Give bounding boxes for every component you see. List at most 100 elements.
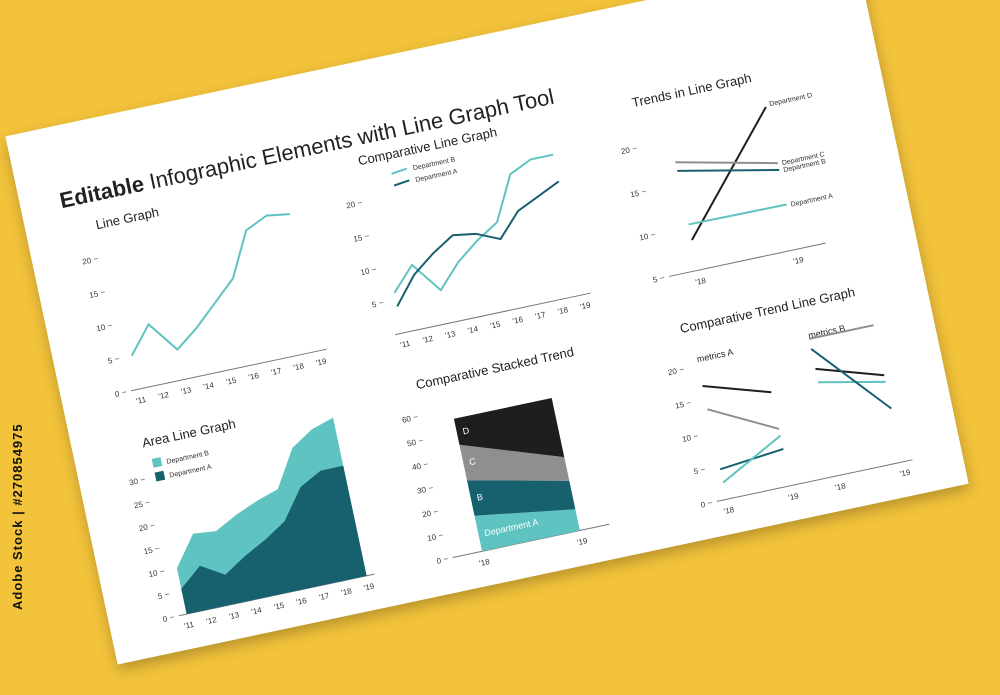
series-line	[393, 153, 554, 294]
y-tick-mark	[160, 570, 165, 573]
x-tick-label: '19	[315, 357, 328, 368]
y-tick-label: 20	[81, 256, 92, 267]
x-tick-label: '12	[422, 334, 435, 345]
x-tick-label: '19	[579, 300, 592, 311]
legend-swatch	[393, 179, 410, 187]
y-tick-label: 15	[353, 233, 364, 244]
x-tick-label: '19	[788, 491, 801, 502]
x-tick-label: '19	[363, 581, 376, 592]
line-graph-chart: Line Graph 0 5 10 15 20 '11 '12 '13 '14 '15 '16 '17 '…	[81, 204, 328, 406]
x-tick-label: '15	[225, 376, 238, 387]
y-tick-mark	[660, 277, 665, 279]
infographic-sheet: Editable Infographic Elements with Line …	[5, 0, 969, 665]
x-tick-label: '11	[135, 395, 147, 406]
y-tick-label: 15	[629, 189, 640, 200]
x-tick-label: '13	[444, 329, 457, 340]
y-tick-mark	[443, 558, 448, 560]
y-tick-label: 20	[620, 145, 631, 156]
series-line	[818, 380, 886, 384]
stacked-band	[474, 509, 580, 552]
comparative-line-graph-chart: Comparative Line Graph5101520'11'12'13'1…	[345, 124, 592, 350]
legend-swatch	[154, 470, 166, 482]
y-tick-label: 10	[426, 532, 437, 543]
y-tick-label: 20	[138, 523, 149, 534]
y-tick-mark	[433, 510, 438, 513]
series-line	[130, 213, 290, 357]
x-tick-label: '19	[576, 536, 589, 547]
y-tick-mark	[413, 416, 418, 418]
x-axis-line	[668, 242, 826, 277]
series-line	[702, 384, 772, 394]
series-line	[722, 434, 782, 484]
x-tick-label: '19	[793, 255, 806, 266]
y-tick-mark	[372, 268, 377, 271]
band-label: B	[476, 492, 484, 503]
y-tick-label: 30	[128, 477, 139, 488]
legend-swatch	[391, 167, 408, 175]
y-tick-label: 60	[401, 414, 412, 425]
band-label: C	[468, 456, 477, 467]
trends-in-line-graph-chart: Trends in Line Graph 5 10 15 20 '18 '19 Departm…	[620, 70, 834, 287]
series-line	[707, 408, 780, 430]
x-tick-label: '15	[273, 601, 286, 612]
y-tick-label: 5	[693, 467, 700, 477]
x-tick-label: '16	[295, 596, 308, 607]
stacked-band	[453, 397, 565, 458]
y-tick-label: 20	[667, 366, 678, 377]
y-tick-label: 10	[639, 232, 650, 243]
stacked-band	[459, 444, 570, 481]
y-tick-label: 40	[411, 461, 422, 472]
series-line	[675, 161, 778, 165]
y-tick-label: 0	[114, 389, 121, 399]
series-end-label: Department D	[769, 92, 813, 108]
y-tick-label: 0	[436, 556, 443, 566]
x-tick-label: '14	[203, 380, 216, 391]
y-tick-mark	[686, 402, 691, 404]
y-tick-mark	[364, 235, 370, 237]
y-tick-mark	[693, 435, 698, 437]
y-tick-mark	[155, 547, 160, 550]
group-label: metrics A	[696, 347, 734, 364]
x-tick-label: '17	[270, 366, 283, 377]
y-tick-label: 10	[148, 568, 159, 579]
x-tick-label: '18	[340, 586, 353, 597]
y-tick-mark	[169, 616, 175, 619]
y-tick-mark	[632, 147, 637, 150]
chart-title: Trends in Line Graph	[631, 70, 753, 110]
y-tick-mark	[122, 391, 127, 394]
y-tick-mark	[438, 534, 443, 537]
x-tick-label: '14	[251, 605, 264, 616]
y-tick-mark	[140, 478, 145, 481]
x-tick-label: '18	[557, 305, 570, 316]
y-tick-label: 20	[421, 509, 432, 520]
y-tick-label: 50	[406, 438, 417, 449]
x-tick-label: '18	[695, 276, 708, 287]
y-tick-label: 0	[700, 500, 707, 510]
x-tick-label: '16	[248, 371, 261, 382]
y-tick-mark	[115, 358, 120, 360]
series-line	[810, 348, 892, 410]
area-line-graph-chart: Area Line Graph 0 5 10 15 20 25 30 '11 '12 '13 '14 '…	[128, 416, 376, 631]
y-tick-mark	[707, 502, 713, 504]
x-tick-label: '18	[293, 361, 306, 372]
y-tick-label: 5	[107, 356, 114, 366]
y-tick-label: 0	[162, 614, 169, 624]
series-line	[815, 367, 885, 377]
x-tick-label: '17	[318, 591, 331, 602]
x-tick-label: '12	[206, 615, 219, 626]
x-tick-label: '11	[183, 620, 195, 631]
y-tick-label: 20	[345, 200, 356, 211]
x-axis-line	[130, 348, 327, 392]
y-tick-mark	[418, 439, 423, 442]
infographic-canvas: Editable Infographic Elements with Line …	[57, 70, 913, 631]
y-tick-mark	[423, 463, 428, 466]
title-bold: Editable	[57, 171, 146, 213]
x-axis-line	[395, 292, 591, 336]
legend-label: Department A	[169, 464, 213, 480]
y-tick-label: 30	[416, 485, 427, 496]
series-line	[688, 203, 787, 226]
x-tick-label: '11	[400, 339, 412, 350]
x-tick-label: '12	[158, 390, 171, 401]
chart-title: Comparative Stacked Trend	[414, 344, 575, 392]
y-tick-label: 5	[157, 591, 164, 601]
